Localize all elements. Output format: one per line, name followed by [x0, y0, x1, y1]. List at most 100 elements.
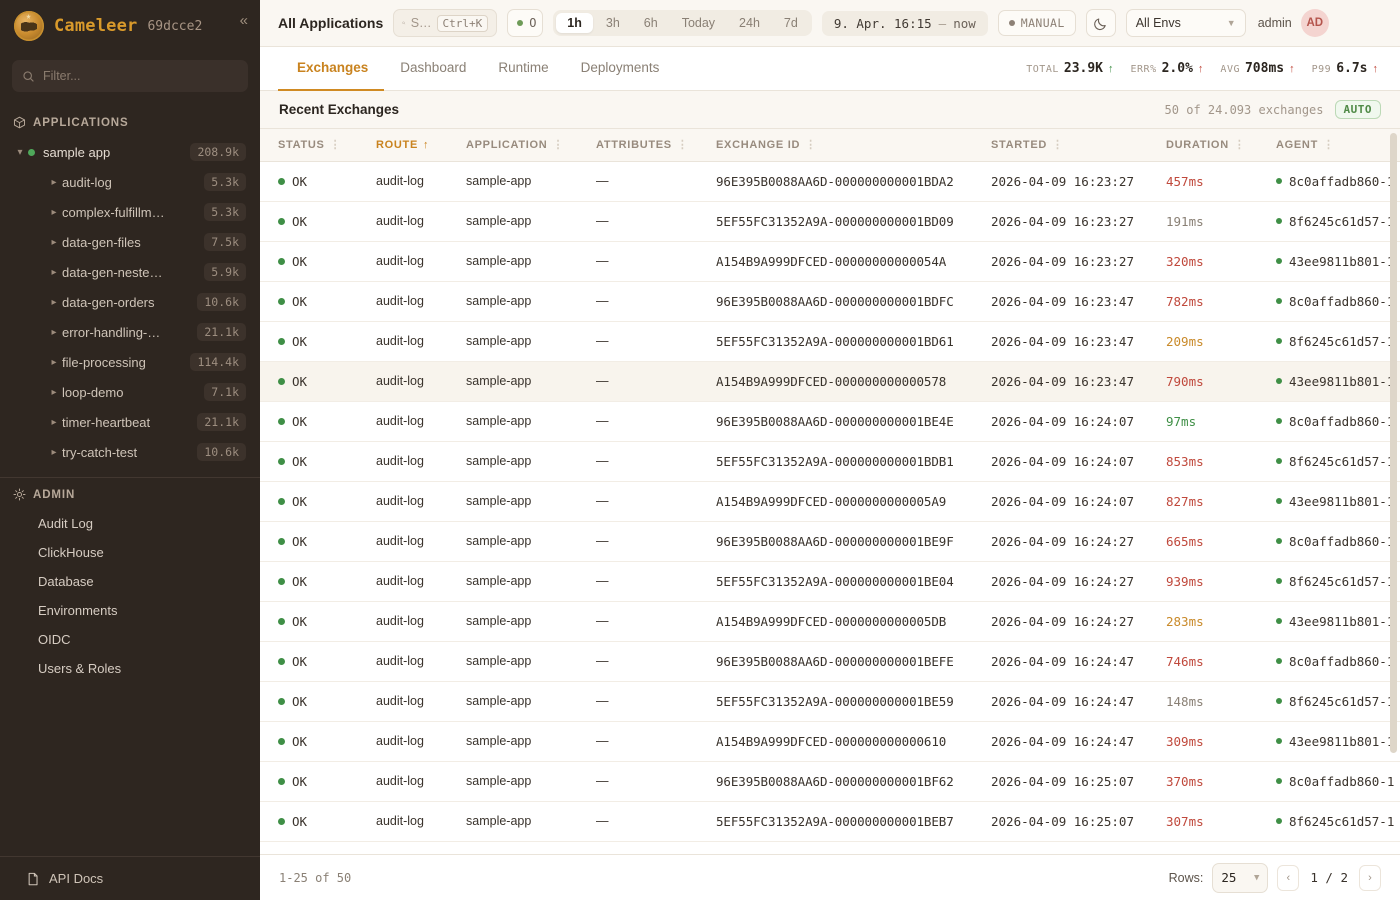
next-page-button[interactable]: › [1359, 864, 1381, 891]
cell-exchange-id: A154B9A999DFCED-00000000000054A [698, 241, 973, 282]
sidebar-route-list: ▸ audit-log 5.3k ▸ complex-fulfillm… 5.3k ▸ dat… [0, 167, 260, 467]
table-row[interactable]: OK audit-log sample-app — A154B9A999DFCED-00… [260, 241, 1400, 282]
sidebar-filter[interactable] [12, 60, 248, 92]
status-label: OK [292, 493, 308, 509]
table-row[interactable]: OK audit-log sample-app —96E395B0088AA6D-00… [260, 401, 1400, 442]
sidebar-route-item[interactable]: ▸ timer-heartbeat 21.1k [0, 407, 260, 437]
auto-refresh-badge[interactable]: AUTO [1334, 100, 1381, 119]
tab-runtime[interactable]: Runtime [498, 60, 549, 75]
sidebar-route-count: 5.9k [204, 263, 246, 281]
column-resize-handle[interactable]: ⋮ [552, 139, 565, 152]
column-resize-handle[interactable]: ⋮ [1323, 139, 1335, 152]
sidebar-route-item[interactable]: ▸ try-catch-test 10.6k [0, 437, 260, 467]
tab-exchanges[interactable]: Exchanges [278, 47, 385, 91]
table-row[interactable]: OK audit-log sample-app — A154B9A999DFCED-00… [260, 721, 1400, 762]
column-resize-handle[interactable]: ⋮ [1052, 139, 1064, 152]
time-range-1h[interactable]: 1h [556, 13, 593, 33]
sidebar-route-item[interactable]: ▸ audit-log 5.3k [0, 167, 260, 197]
tab-deployments[interactable]: Deployments [580, 60, 660, 75]
sidebar-route-item[interactable]: ▸ data-gen-neste… 5.9k [0, 257, 260, 287]
table-row[interactable]: OK audit-log sample-app —96E395B0088AA6D-00… [260, 761, 1400, 802]
column-header-label: STARTED [991, 138, 1048, 151]
rows-per-page-select[interactable]: 25 ▼ [1212, 862, 1269, 893]
sidebar-admin-item[interactable]: Environments [38, 603, 118, 618]
sidebar-route-item[interactable]: ▸ complex-fulfillm… 5.3k [0, 197, 260, 227]
moon-icon [1094, 17, 1106, 30]
live-status-pill[interactable]: O [507, 9, 544, 37]
cell-route: audit-log [358, 441, 448, 482]
column-resize-handle[interactable]: ⋮ [329, 139, 342, 152]
column-header-exchange_id[interactable]: EXCHANGE ID ⋮ [698, 129, 973, 162]
sidebar-admin-item[interactable]: ClickHouse [38, 545, 104, 560]
sidebar-admin-item[interactable]: Users & Roles [38, 661, 122, 676]
metric-value: 23.9K [1063, 61, 1104, 76]
time-range-today[interactable]: Today [681, 16, 716, 30]
column-resize-handle[interactable]: ⋮ [1233, 139, 1246, 152]
column-header-status[interactable]: STATUS ⋮ [260, 129, 358, 162]
sidebar-app-sample-app[interactable]: ▾ sample app 208.9k [0, 137, 260, 167]
time-range-24h[interactable]: 24h [739, 16, 760, 30]
cell-route: audit-log [358, 521, 448, 562]
table-row[interactable]: OK audit-log sample-app — A154B9A999DFCED-00… [260, 361, 1400, 402]
cell-agent: 8f6245c61d57-1 [1258, 321, 1400, 362]
chevron-right-icon: ▸ [51, 206, 57, 218]
sidebar-route-label: try-catch-test [62, 444, 138, 460]
pagination-controls: Rows: 25 ▼ ‹ 1 / 2 › [1169, 862, 1381, 893]
page-title: All Applications [278, 15, 384, 31]
sidebar-route-label: timer-heartbeat [62, 414, 151, 430]
sidebar-route-item[interactable]: ▸ data-gen-files 7.5k [0, 227, 260, 257]
sidebar-route-item[interactable]: ▸ loop-demo 7.1k [0, 377, 260, 407]
status-dot-icon [278, 377, 285, 385]
time-range-7d[interactable]: 7d [783, 16, 798, 30]
user-menu[interactable]: admin AD [1258, 9, 1329, 37]
time-window[interactable]: 9. Apr. 16:15 — now [821, 10, 988, 36]
agent-status-dot-icon [1276, 698, 1282, 704]
column-resize-handle[interactable]: ⋮ [805, 139, 817, 152]
table-row[interactable]: OK audit-log sample-app —5EF55FC31352A9A-00… [260, 441, 1400, 482]
filter-input[interactable] [43, 69, 238, 83]
chevrons-left-icon[interactable]: « [239, 12, 248, 29]
tab-dashboard[interactable]: Dashboard [400, 60, 467, 75]
time-range-6h[interactable]: 6h [643, 16, 658, 30]
column-header-started[interactable]: STARTED ⋮ [973, 129, 1148, 162]
table-row[interactable]: OK audit-log sample-app —96E395B0088AA6D-00… [260, 281, 1400, 322]
theme-toggle-button[interactable] [1085, 9, 1116, 37]
sidebar-route-item[interactable]: ▸ error-handling-… 21.1k [0, 317, 260, 347]
table-row[interactable]: OK audit-log sample-app —5EF55FC31352A9A-00… [260, 681, 1400, 722]
global-search[interactable]: S… Ctrl+K [393, 9, 498, 37]
table-row[interactable]: OK audit-log sample-app —5EF55FC31352A9A-00… [260, 321, 1400, 362]
table-row[interactable]: OK audit-log sample-app —96E395B0088AA6D-00… [260, 521, 1400, 562]
refresh-mode-badge[interactable]: MANUAL [997, 10, 1076, 36]
table-row[interactable]: OK audit-log sample-app —96E395B0088AA6D-00… [260, 161, 1400, 202]
time-range-3h[interactable]: 3h [605, 16, 620, 30]
vertical-scrollbar[interactable] [1390, 133, 1397, 753]
table-row[interactable]: OK audit-log sample-app — A154B9A999DFCED-00… [260, 601, 1400, 642]
app-status-dot [28, 148, 35, 156]
table-row[interactable]: OK audit-log sample-app —5EF55FC31352A9A-00… [260, 561, 1400, 602]
column-header-agent[interactable]: AGENT ⋮ [1258, 129, 1400, 162]
table-row[interactable]: OK audit-log sample-app —5EF55FC31352A9A-00… [260, 801, 1400, 842]
cell-exchange-id: 96E395B0088AA6D-000000000001BDA2 [698, 161, 973, 202]
sidebar-admin-item[interactable]: Audit Log [38, 516, 93, 531]
prev-page-button[interactable]: ‹ [1277, 864, 1300, 891]
column-header-attributes[interactable]: ATTRIBUTES ⋮ [578, 129, 698, 162]
column-header-application[interactable]: APPLICATION ⋮ [448, 129, 578, 162]
column-header-duration[interactable]: DURATION ⋮ [1148, 129, 1258, 162]
table-row[interactable]: OK audit-log sample-app —96E395B0088AA6D-00… [260, 641, 1400, 682]
sidebar-admin-item[interactable]: Database [38, 574, 94, 589]
env-select[interactable]: All Envs ▼ [1125, 9, 1246, 37]
metrics-group: TOTAL 23.9K ↑ ERR% 2.0% ↑ AVG 708ms ↑ P99 6.7s ↑ [1026, 61, 1382, 76]
sidebar-admin-item[interactable]: OIDC [38, 632, 71, 647]
sidebar-route-item[interactable]: ▸ data-gen-orders 10.6k [0, 287, 260, 317]
table-row[interactable]: OK audit-log sample-app —5EF55FC31352A9A-00… [260, 201, 1400, 242]
sidebar-item-api-docs[interactable]: API Docs [0, 856, 260, 900]
column-resize-handle[interactable]: ⋮ [676, 139, 689, 152]
user-name: admin [1257, 16, 1292, 30]
table-row[interactable]: OK audit-log sample-app — A154B9A999DFCED-00… [260, 481, 1400, 522]
agent-status-dot-icon [1276, 298, 1282, 304]
agent-label: 43ee9811b801-1 [1289, 613, 1395, 629]
metric-trend-arrow-icon: ↑ [1372, 63, 1379, 75]
chevron-down-icon: ▼ [1253, 872, 1260, 883]
column-header-route[interactable]: ROUTE ↑ [358, 129, 448, 162]
sidebar-route-item[interactable]: ▸ file-processing 114.4k [0, 347, 260, 377]
